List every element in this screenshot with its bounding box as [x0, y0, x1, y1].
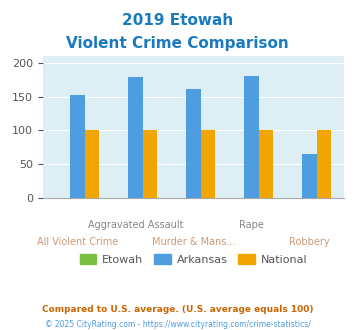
Text: All Violent Crime: All Violent Crime [37, 237, 118, 247]
Bar [244, 76, 259, 198]
Text: Compared to U.S. average. (U.S. average equals 100): Compared to U.S. average. (U.S. average … [42, 305, 313, 314]
Bar [317, 130, 331, 198]
Text: Murder & Mans...: Murder & Mans... [152, 237, 235, 247]
Bar [70, 95, 85, 198]
Bar [85, 130, 99, 198]
Text: 2019 Etowah: 2019 Etowah [122, 13, 233, 28]
Bar [128, 77, 143, 198]
Text: Violent Crime Comparison: Violent Crime Comparison [66, 36, 289, 51]
Legend: Etowah, Arkansas, National: Etowah, Arkansas, National [75, 249, 312, 269]
Bar [259, 130, 273, 198]
Bar [302, 154, 317, 198]
Bar [186, 89, 201, 198]
Bar [143, 130, 157, 198]
Text: Aggravated Assault: Aggravated Assault [88, 220, 183, 230]
Text: Rape: Rape [239, 220, 264, 230]
Text: Robbery: Robbery [289, 237, 330, 247]
Bar [201, 130, 215, 198]
Text: © 2025 CityRating.com - https://www.cityrating.com/crime-statistics/: © 2025 CityRating.com - https://www.city… [45, 320, 310, 329]
